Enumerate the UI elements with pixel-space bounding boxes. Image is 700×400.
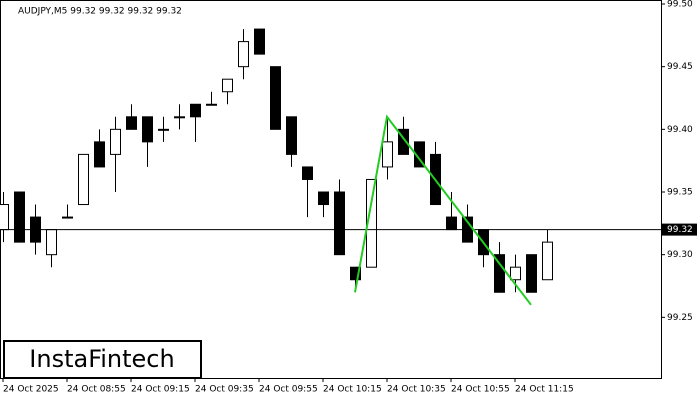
y-tick-label: 99.35 — [667, 188, 693, 198]
x-tick-label: 24 Oct 09:55 — [259, 385, 318, 395]
bear-body — [254, 28, 265, 55]
y-tick-label: 99.40 — [667, 125, 693, 135]
pattern-line — [354, 114, 532, 306]
x-tick-label: 24 Oct 10:15 — [323, 385, 382, 395]
chart-title: AUDJPY,M5 99.32 99.32 99.32 99.32 — [18, 7, 182, 17]
logo-box — [3, 340, 202, 379]
bull-body — [78, 153, 89, 206]
bear-body — [14, 191, 25, 243]
bear-body — [526, 254, 537, 293]
bear-body — [94, 141, 105, 168]
bear-body — [446, 216, 457, 231]
y-tick-label: 99.25 — [667, 313, 693, 323]
bull-body — [382, 141, 393, 168]
bull-body — [0, 204, 9, 231]
x-tick-label: 24 Oct 08:55 — [67, 385, 126, 395]
bull-body — [46, 229, 57, 256]
x-tick-label: 24 Oct 10:35 — [387, 385, 446, 395]
bull-body — [206, 103, 217, 106]
bear-body — [398, 128, 409, 155]
bull-body — [542, 241, 553, 281]
y-tick-label: 99.30 — [667, 250, 693, 260]
bull-body — [174, 116, 185, 119]
last-price-box — [661, 223, 697, 236]
x-tick-label: 24 Oct 09:15 — [131, 385, 190, 395]
bear-body — [302, 166, 313, 180]
bear-body — [126, 116, 137, 130]
bull-body — [510, 266, 521, 281]
last-price-label: 99.32 — [667, 225, 693, 235]
bull-body — [158, 128, 169, 131]
x-tick-label: 24 Oct 11:15 — [515, 385, 574, 395]
bear-body — [270, 66, 281, 130]
bear-body — [494, 254, 505, 293]
bear-body — [190, 103, 201, 118]
bear-body — [334, 191, 345, 256]
bull-body — [238, 41, 249, 68]
bull-body — [110, 128, 121, 155]
x-tick-label: 24 Oct 2025 — [3, 385, 59, 395]
plot-frame — [0, 0, 662, 379]
x-tick-label: 24 Oct 10:55 — [451, 385, 510, 395]
x-tick-label: 24 Oct 09:35 — [195, 385, 254, 395]
bear-body — [414, 141, 425, 168]
y-tick-label: 99.50 — [667, 0, 693, 10]
bear-body — [286, 116, 297, 155]
bear-body — [350, 266, 361, 281]
logo: InstaFintech — [29, 345, 174, 373]
bear-body — [142, 116, 153, 143]
bull-body — [222, 78, 233, 93]
bull-body — [366, 178, 377, 268]
y-tick-label: 99.45 — [667, 62, 693, 72]
bear-body — [318, 191, 329, 206]
bull-body — [62, 216, 73, 219]
